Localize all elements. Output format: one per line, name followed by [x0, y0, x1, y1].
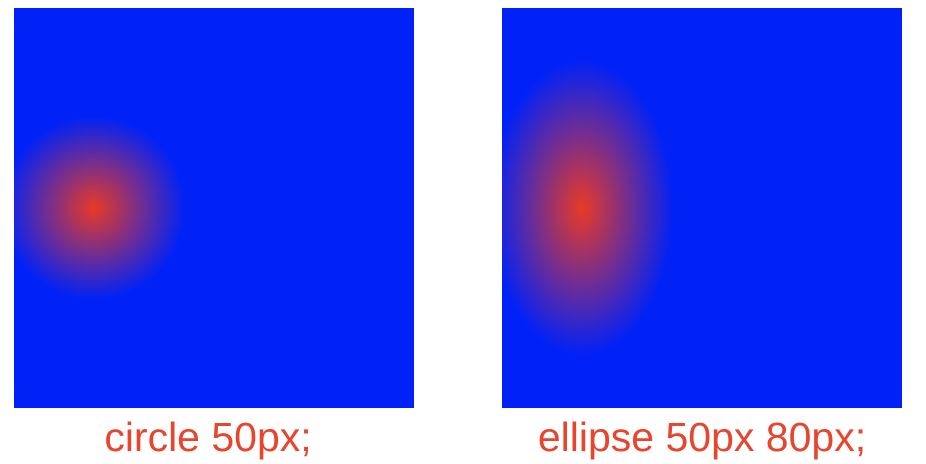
ellipse-gradient-caption: ellipse 50px 80px; — [537, 414, 867, 460]
ellipse-gradient-box — [502, 8, 902, 408]
circle-gradient-caption: circle 50px; — [104, 414, 312, 460]
circle-gradient-box — [14, 8, 414, 408]
